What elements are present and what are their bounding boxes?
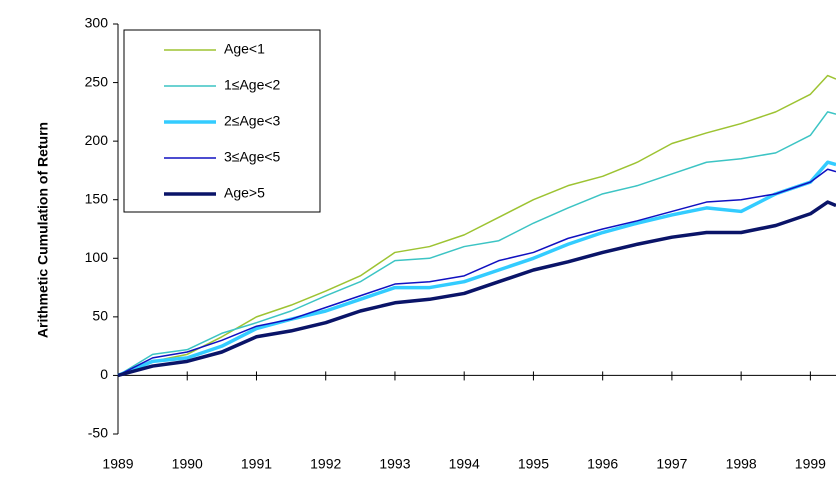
legend-label: Age<1 [224,41,265,57]
y-axis-label: Arithmetic Cumulation of Return [35,122,51,338]
x-tick-label: 1991 [241,456,272,472]
series-line [117,160,836,378]
y-tick-label: 0 [100,366,108,382]
x-tick-label: 1994 [449,456,480,472]
legend-box [123,29,321,213]
y-tick-label: -50 [88,425,108,441]
legend-label: 1≤Age<2 [224,77,281,93]
y-tick-label: 50 [92,308,108,324]
y-tick-label: 150 [85,190,109,206]
x-tick-label: 1996 [587,456,618,472]
x-tick-label: 1995 [518,456,549,472]
legend-label: 3≤Age<5 [224,149,281,165]
y-tick-label: 300 [85,15,109,31]
y-tick-label: 200 [85,132,109,148]
series-line [117,74,836,377]
series-line [117,200,836,378]
x-tick-label: 1997 [656,456,687,472]
y-tick-label: 100 [85,249,109,265]
x-tick-label: 1992 [310,456,341,472]
x-tick-label: 1990 [172,456,203,472]
x-tick-label: 1989 [102,456,133,472]
x-tick-label: 1998 [726,456,757,472]
x-tick-label: 1999 [795,456,826,472]
legend-label: Age>5 [224,185,265,201]
series-line [117,168,836,377]
series-line [117,111,836,377]
legend-label: 2≤Age<3 [224,113,281,129]
y-tick-label: 250 [85,73,109,89]
x-tick-label: 1993 [379,456,410,472]
